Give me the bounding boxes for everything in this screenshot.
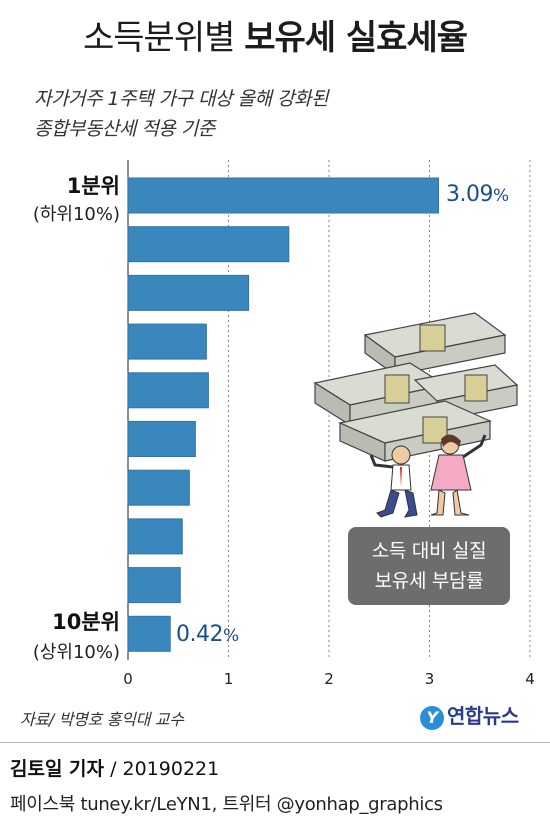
x-tick-label: 2: [324, 670, 334, 688]
reporter-name: 김토일 기자: [10, 758, 105, 780]
yonhap-logo-text: 연합뉴스: [447, 704, 519, 728]
reporter-credit: 김토일 기자 / 20190221: [10, 754, 219, 781]
bar-3: [127, 274, 250, 311]
category-label-last: 10분위: [52, 610, 120, 634]
page-title: 소득분위별 보유세 실효세율: [0, 10, 550, 59]
callout-box: 소득 대비 실질 보유세 부담률: [348, 527, 510, 605]
subtitle-line-2: 종합부동산세 적용 기준: [34, 118, 215, 140]
person-man-icon: [369, 445, 418, 518]
social-links: 페이스북 tuney.kr/LeYN1, 트위터 @yonhap_graphic…: [10, 794, 443, 815]
title-light: 소득분위별: [82, 18, 235, 58]
bar-5: [127, 372, 209, 409]
bar-1: [127, 177, 440, 214]
x-tick-label: 3: [425, 670, 435, 688]
category-label-first: 1분위: [66, 174, 120, 198]
x-tick-label: 1: [224, 670, 234, 688]
reporter-date: / 20190221: [110, 758, 220, 780]
money-burden-illustration: [313, 312, 519, 518]
bar-2: [127, 226, 290, 263]
bar-7: [127, 469, 190, 506]
bar-8: [127, 518, 183, 555]
category-sublabel-first: (하위10%): [32, 204, 120, 225]
value-label-last: 0.42%: [176, 622, 239, 647]
bar-4: [127, 323, 207, 360]
value-label-last-unit: %: [222, 626, 240, 646]
money-stack-icon: [313, 312, 519, 462]
x-tick-label: 0: [123, 670, 133, 688]
subtitle-line-1: 자가거주 1주택 가구 대상 올해 강화된: [34, 88, 329, 110]
title-bold: 보유세 실효세율: [244, 18, 468, 58]
yonhap-logo: Y 연합뉴스: [420, 700, 519, 730]
value-label-first-unit: %: [492, 186, 510, 206]
bar-chart: 0 1 2 3 4: [123, 160, 535, 688]
person-woman-icon: [430, 434, 487, 516]
source-note: 자료/ 박명호 홍익대 교수: [20, 710, 184, 729]
yonhap-logo-icon: Y: [420, 705, 444, 730]
x-tick-label: 4: [525, 670, 535, 688]
bar-6: [127, 421, 196, 457]
subtitle: 자가거주 1주택 가구 대상 올해 강화된 종합부동산세 적용 기준: [34, 84, 329, 144]
callout-line-2: 보유세 부담률: [374, 570, 484, 592]
category-sublabel-last: (상위10%): [32, 642, 120, 663]
value-label-last-number: 0.42: [176, 622, 223, 647]
bar-10: [127, 615, 171, 652]
value-label-first-number: 3.09: [446, 182, 493, 207]
value-label-first: 3.09%: [446, 182, 509, 207]
bar-9: [127, 567, 181, 604]
callout-line-1: 소득 대비 실질: [371, 540, 487, 562]
footer-divider: [0, 742, 550, 743]
